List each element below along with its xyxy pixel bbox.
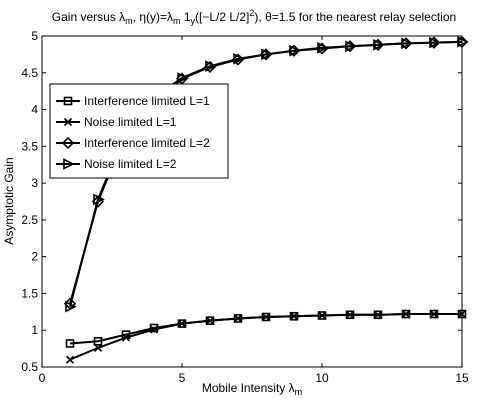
data-point [233,314,243,323]
data-point [457,36,469,48]
legend-entry: Noise limited L=2 [56,157,177,171]
y-tick-label: 5 [31,29,38,43]
legend-entry: Noise limited L=1 [56,115,177,129]
data-point [65,300,77,313]
x-tick-label: 5 [179,371,186,385]
data-point [429,36,441,49]
data-point [261,48,273,61]
x-tick-label: 0 [39,371,46,385]
legend-label: Noise limited L=1 [84,115,177,129]
y-tick-label: 3 [31,176,38,190]
data-point [261,312,271,322]
axis-ticks: 0 5 10 15 0.5 1 1.5 2 2.5 3 3.5 4 4.5 5 [21,29,469,385]
data-point [65,355,75,364]
x-axis-label: Mobile Intensity λm [202,381,302,397]
y-tick-label: 2 [31,250,38,264]
data-point [401,309,411,319]
data-point [401,37,413,50]
y-tick-label: 1.5 [21,286,38,300]
data-point [317,311,327,320]
data-point [93,193,105,206]
y-tick-label: 0.5 [21,360,38,374]
data-point [93,343,103,352]
data-point [457,309,467,319]
data-point [233,53,245,65]
legend: Interference limited L=1 Noise limited L=… [49,83,229,179]
data-point [121,333,131,342]
data-point [317,41,329,54]
legend-label: Noise limited L=2 [84,157,177,171]
data-point [373,39,385,51]
data-point [93,336,103,346]
y-tick-label: 4 [31,103,38,117]
data-point [429,309,439,319]
data-point [289,44,301,57]
data-point [177,319,187,328]
chart-title: Gain versus λm, η(y)=λm 1y([−L/2 L/2]2),… [52,8,456,26]
legend-box [49,83,229,179]
data-point [63,158,75,170]
data-point [289,312,299,321]
data-point [205,60,217,72]
data-point [345,40,357,53]
y-tick-label: 4.5 [21,66,38,80]
data-point [65,339,75,348]
data-point [63,96,73,106]
data-point [205,316,215,325]
x-tick-label: 15 [455,371,469,385]
legend-label: Interference limited L=2 [84,136,210,150]
data-point [149,325,159,334]
data-point [63,117,73,127]
legend-entry: Interference limited L=2 [56,136,210,150]
legend-entry: Interference limited L=1 [56,94,210,108]
series-2 [65,309,467,364]
data-point [61,136,75,150]
data-point [177,72,189,84]
data-point [345,310,355,319]
y-tick-label: 1 [31,323,38,337]
data-point [373,310,383,319]
y-tick-label: 3.5 [21,139,38,153]
x-tick-label: 10 [315,371,329,385]
y-axis-label: Asymptotic Gain [2,157,16,244]
y-tick-label: 2.5 [21,213,38,227]
legend-label: Interference limited L=1 [84,94,210,108]
